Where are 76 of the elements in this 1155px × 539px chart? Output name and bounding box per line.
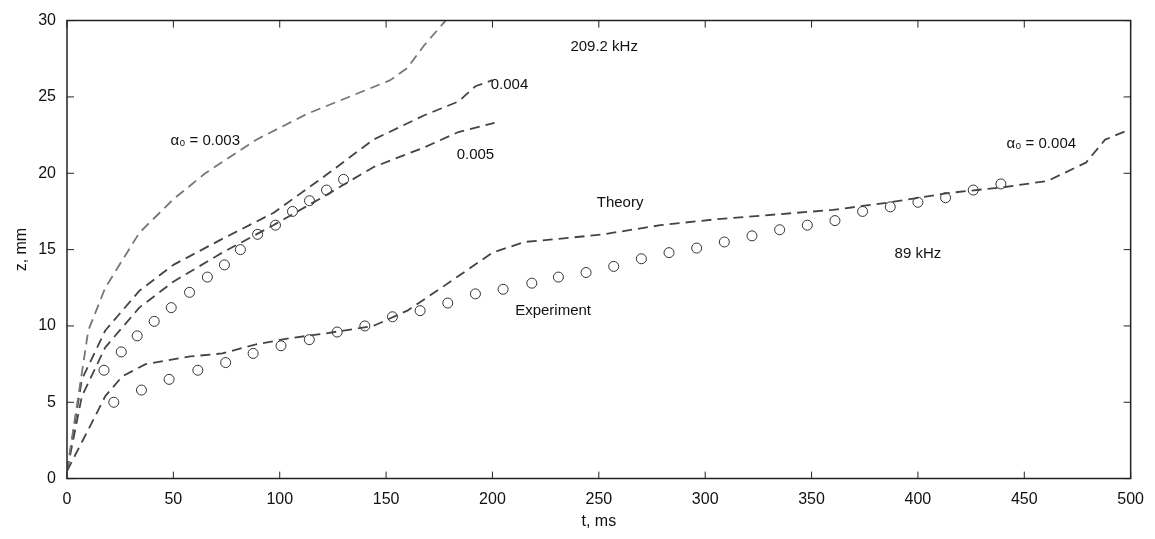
point — [718, 236, 730, 248]
point — [269, 219, 281, 231]
point — [940, 192, 952, 204]
x-tick-label: 250 — [585, 489, 613, 507]
x-tick-label: 200 — [479, 489, 506, 507]
y-tick-label: 10 — [38, 316, 57, 334]
point — [580, 267, 592, 278]
point — [442, 297, 454, 309]
point — [635, 253, 647, 265]
point — [691, 242, 703, 254]
x-tick-label: 50 — [164, 489, 183, 507]
x-tick-label: 350 — [798, 489, 825, 507]
point — [184, 286, 196, 298]
point — [252, 228, 264, 240]
point — [220, 357, 232, 369]
point — [135, 384, 147, 396]
point — [247, 347, 259, 359]
point — [218, 259, 230, 271]
y-tick-label: 30 — [38, 11, 57, 29]
point — [331, 326, 343, 338]
y-tick-label: 15 — [38, 240, 57, 258]
point — [286, 205, 298, 217]
point — [663, 247, 675, 259]
point — [967, 184, 979, 196]
annotation: 209.2 kHz — [570, 36, 638, 54]
point — [192, 364, 204, 376]
point — [912, 196, 924, 208]
point — [552, 271, 564, 283]
x-tick-label: 0 — [62, 489, 72, 507]
annotation: Experiment — [515, 300, 592, 318]
point — [131, 330, 143, 342]
x-tick-label: 500 — [1117, 489, 1145, 507]
y-tick-label: 25 — [38, 87, 57, 105]
point — [234, 244, 246, 256]
annotation: α₀ = 0.004 — [1006, 134, 1077, 152]
point — [115, 346, 127, 358]
point — [469, 288, 481, 300]
y-axis-title: z, mm — [12, 227, 30, 272]
annotation: Theory — [596, 192, 644, 210]
point — [98, 364, 110, 376]
point — [801, 219, 813, 231]
y-tick-label: 5 — [47, 392, 57, 410]
y-tick-label: 0 — [47, 469, 57, 487]
point — [386, 311, 398, 323]
point — [108, 396, 120, 408]
point — [774, 224, 786, 236]
x-axis-title: t, ms — [581, 511, 617, 529]
point — [148, 315, 160, 327]
point — [275, 340, 287, 352]
point — [201, 271, 213, 283]
point — [746, 230, 758, 242]
x-tick-label: 150 — [372, 489, 400, 507]
point — [884, 201, 896, 213]
point — [303, 334, 315, 346]
point — [338, 173, 350, 185]
annotation: 89 kHz — [894, 244, 942, 262]
point — [829, 215, 841, 227]
point — [497, 283, 509, 295]
x-tick-label: 450 — [1010, 489, 1038, 507]
point — [359, 320, 371, 332]
annotation: 0.004 — [490, 74, 529, 92]
annotation: α₀ = 0.003 — [170, 131, 241, 149]
x-tick-label: 400 — [904, 489, 932, 507]
x-tick-label: 100 — [266, 489, 294, 507]
y-tick-label: 20 — [38, 163, 57, 181]
point — [165, 302, 177, 314]
annotation: 0.005 — [456, 144, 495, 162]
x-tick-label: 300 — [691, 489, 719, 507]
point — [857, 205, 869, 217]
point — [163, 373, 175, 385]
point — [995, 178, 1007, 190]
point — [414, 305, 426, 317]
point — [304, 195, 316, 207]
point — [321, 184, 333, 196]
point — [608, 260, 620, 272]
point — [526, 277, 538, 289]
